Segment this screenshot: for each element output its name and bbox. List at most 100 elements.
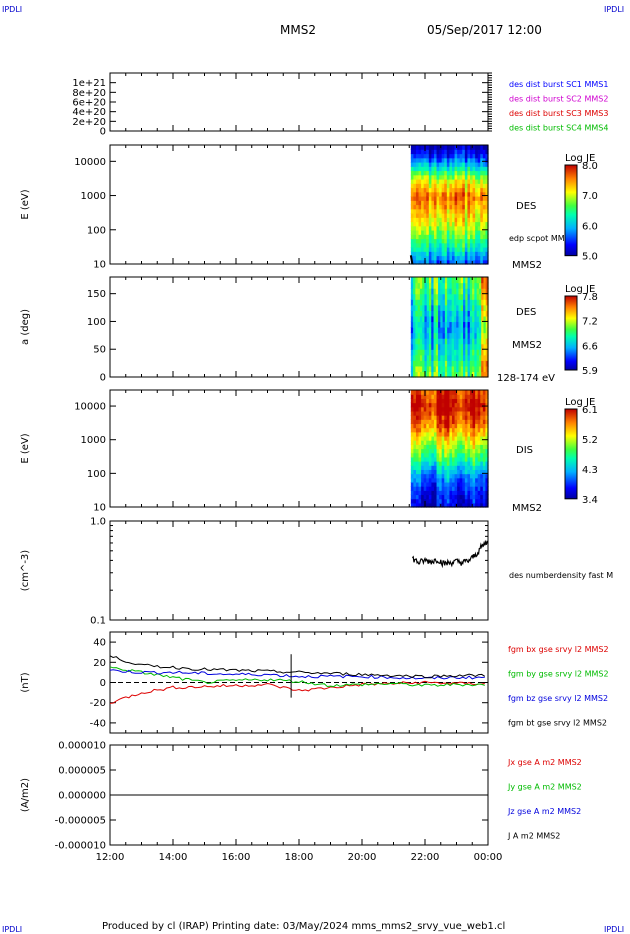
panel4-heat-cell xyxy=(451,465,456,470)
panel2-heat-cell xyxy=(482,183,487,189)
panel2-heat-cell xyxy=(436,170,440,176)
panel2-species-label: DES xyxy=(516,201,536,212)
panel2-heat-cell xyxy=(441,191,445,197)
panel4-heat-cell xyxy=(441,465,445,470)
panel2-heat-cell xyxy=(477,213,481,218)
footer-text: Produced by cl (IRAP) Printing date: 03/… xyxy=(102,921,505,932)
panel3-heat-cell xyxy=(460,321,464,328)
panel4-heat-cell xyxy=(444,456,448,462)
panel2-heat-cell xyxy=(454,157,458,163)
panel2-heat-cell xyxy=(459,149,463,155)
panel4-heat-cell xyxy=(482,461,487,466)
panel2-heat-cell xyxy=(423,179,427,184)
panel4-heat-cell xyxy=(459,390,463,395)
panel3-heat-cell xyxy=(449,349,453,356)
panel2-heat-cell xyxy=(446,183,451,189)
panel3-heat-cell xyxy=(431,365,435,373)
panel3-heat-cell xyxy=(451,371,455,378)
panel4-heat-cell xyxy=(467,435,471,441)
panel3-heat-cell xyxy=(449,343,453,350)
panel4-heat-cell xyxy=(413,486,417,491)
panel2-heat-cell xyxy=(428,204,433,210)
panel2-heat-cell xyxy=(428,234,433,240)
panel2-heat-cell xyxy=(464,174,469,180)
panel2-heat-cell xyxy=(431,187,435,193)
panel2-heat-cell xyxy=(444,196,448,201)
panel4-heat-cell xyxy=(462,423,466,429)
panel2-heat-cell xyxy=(472,174,476,180)
panel3-heat-cell xyxy=(458,293,462,300)
panel4-heat-cell xyxy=(441,440,445,445)
panel4-heat-cell xyxy=(410,448,414,454)
panel2-heat-cell xyxy=(464,247,469,252)
panel4-heat-cell xyxy=(426,398,430,404)
panel3-heat-cell xyxy=(483,282,487,289)
panel3-heat-cell xyxy=(456,338,460,345)
panel4-heat-cell xyxy=(449,394,453,399)
panel2-heat-cell xyxy=(428,259,433,265)
panel2-heat-cell xyxy=(457,200,461,206)
panel4-heat-cell xyxy=(485,481,489,487)
panel4-heat-cell xyxy=(485,415,489,420)
panel4-heat-cell xyxy=(410,456,414,462)
panel3-heat-cell xyxy=(413,293,416,300)
panel4-heat-cell xyxy=(436,498,440,504)
panel2-heat-cell xyxy=(451,225,456,231)
panel4-heat-cell xyxy=(444,490,448,496)
panel2-heat-cell xyxy=(469,204,474,210)
panel2-heat-cell xyxy=(410,217,414,223)
panel2-cbar-label: 6.0 xyxy=(582,221,598,232)
panel3-heat-cell xyxy=(474,299,478,306)
panel3-heat-cell xyxy=(474,310,478,317)
panel2-heat-cell xyxy=(462,170,466,176)
panel3-heat-cell xyxy=(426,371,430,378)
panel2-heat-cell xyxy=(462,187,466,193)
panel2-heat-cell xyxy=(423,230,427,235)
panel4-heat-cell xyxy=(451,427,456,433)
panel2-heat-cell xyxy=(459,221,463,227)
panel2-heat-cell xyxy=(469,191,474,197)
panel2-heat-cell xyxy=(413,196,417,201)
panel3-heat-cell xyxy=(422,354,426,361)
panel4-heat-cell xyxy=(421,398,425,404)
panel2-heat-cell xyxy=(459,166,463,172)
panel3-heat-cell xyxy=(465,282,469,289)
panel3-heat-cell xyxy=(460,293,464,300)
panel4-heat-cell xyxy=(436,402,440,408)
panel2-heat-cell xyxy=(410,213,414,218)
panel4-heat-cell xyxy=(475,486,479,491)
panel3-heat-cell xyxy=(440,315,444,323)
panel4-heat-cell xyxy=(457,490,461,496)
panel2-heat-cell xyxy=(469,196,474,201)
panel2-heat-cell xyxy=(464,170,469,176)
panel4-heat-cell xyxy=(475,427,479,433)
panel2-heat-cell xyxy=(480,153,484,159)
panel2-heat-cell xyxy=(441,149,445,155)
panel4-heat-cell xyxy=(457,465,461,470)
panel1-legend-entry: des dist burst SC3 MMS3 xyxy=(509,109,608,118)
panel4-heat-cell xyxy=(415,494,420,500)
panel3-heat-cell xyxy=(485,327,489,334)
panel3-heat-cell xyxy=(474,371,478,378)
panel3-heat-cell xyxy=(453,349,457,356)
panel2-heat-cell xyxy=(462,251,466,257)
panel4-heat-cell xyxy=(485,469,489,475)
panel2-heat-cell xyxy=(421,259,425,265)
panel4-heat-cell xyxy=(480,444,484,450)
panel4-heat-cell xyxy=(433,469,438,475)
panel3-heat-cell xyxy=(451,354,455,361)
panel4-heat-cell xyxy=(410,390,414,395)
panel2-heat-cell xyxy=(426,196,430,201)
panel2-heat-cell xyxy=(431,174,435,180)
panel4-heat-cell xyxy=(428,477,433,483)
panel2-heat-cell xyxy=(459,191,463,197)
panel4-heat-cell xyxy=(475,469,479,475)
panel2-heat-cell xyxy=(418,230,422,235)
panel4-heat-cell xyxy=(439,431,443,437)
panel2-heat-cell xyxy=(423,196,427,201)
panel2-heat-cell xyxy=(421,225,425,231)
panel4-heat-cell xyxy=(480,498,484,504)
panel4-heat-cell xyxy=(410,469,414,475)
panel4-heat-cell xyxy=(418,502,422,508)
panel4-heat-cell xyxy=(410,502,414,508)
